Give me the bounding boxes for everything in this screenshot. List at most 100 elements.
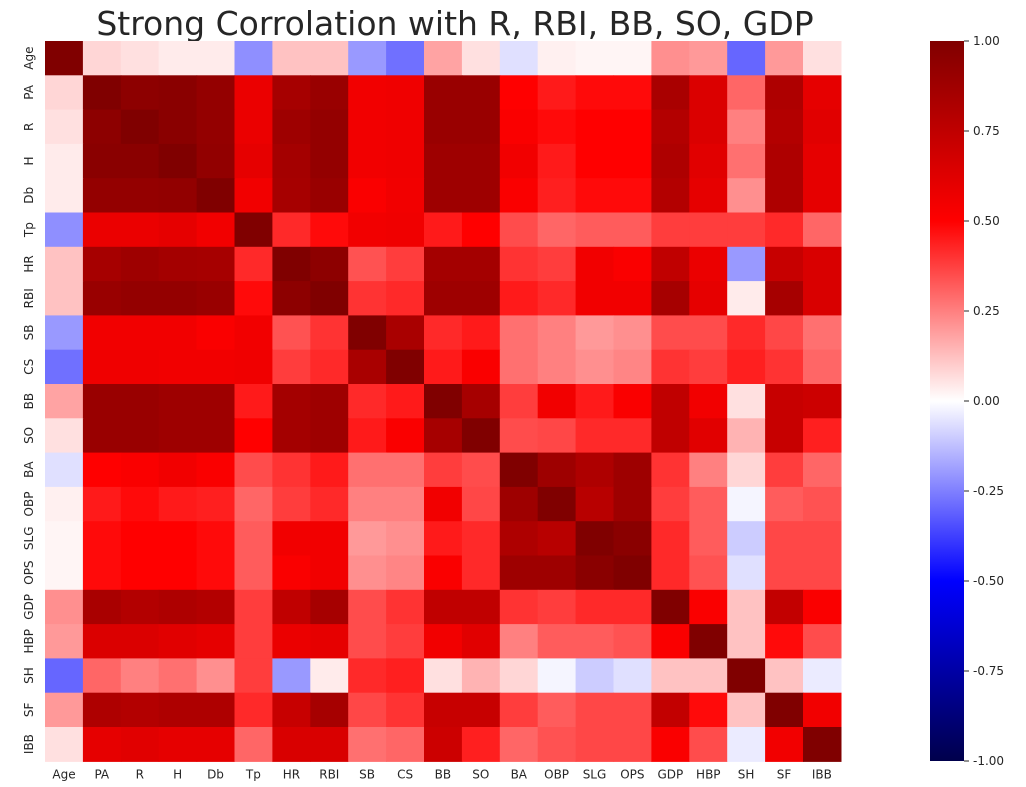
heatmap-cell-ops-ibb	[803, 555, 842, 591]
heatmap-cell-obp-rbi	[310, 486, 349, 522]
heatmap-cell-tp-cs	[386, 212, 425, 248]
heatmap-cell-cs-ba	[499, 349, 539, 385]
heatmap-cell-sf-db	[196, 692, 236, 728]
heatmap-cell-obp-db	[196, 486, 236, 522]
heatmap-cell-cs-sf	[765, 349, 804, 385]
heatmap-cell-cs-age	[45, 349, 84, 385]
heatmap-cell-tp-ibb	[803, 212, 842, 248]
heatmap-cell-hbp-bb	[424, 624, 463, 659]
heatmap-cell-slg-sf	[765, 521, 804, 557]
heatmap-cell-hbp-hbp	[689, 624, 728, 659]
x-tick-label: GDP	[658, 767, 684, 781]
y-tick-label: SLG	[22, 526, 36, 550]
heatmap-cell-hr-slg	[575, 246, 615, 282]
heatmap-cell-sf-slg	[575, 692, 615, 728]
heatmap-cell-pa-obp	[537, 75, 577, 111]
heatmap-cell-bb-rbi	[310, 384, 349, 419]
heatmap-cell-hr-ibb	[803, 246, 842, 282]
heatmap-cell-age-gdp	[651, 41, 690, 76]
heatmap-cell-sf-sh	[727, 692, 766, 728]
heatmap-cell-r-hbp	[689, 109, 728, 145]
heatmap-cell-sb-rbi	[310, 315, 349, 351]
heatmap-cell-hbp-ba	[499, 624, 539, 659]
y-tick-label: OBP	[22, 492, 36, 517]
heatmap-cell-r-db	[196, 109, 236, 145]
heatmap-cell-bb-hbp	[689, 384, 728, 419]
heatmap-cell-ibb-sb	[348, 727, 387, 762]
y-tick-label: GDP	[22, 594, 36, 620]
heatmap-cell-slg-ba	[499, 521, 539, 557]
heatmap-cell-gdp-sb	[348, 589, 387, 625]
heatmap-cell-bb-sf	[765, 384, 804, 419]
heatmap-cell-so-age	[45, 418, 84, 454]
heatmap-cell-bb-hr	[272, 384, 311, 419]
heatmap-cell-cs-rbi	[310, 349, 349, 385]
colorbar: 1.00 0.75 0.50 0.25 0.00 -0.25 -0.50 -0.75 -1.00	[930, 34, 1004, 768]
heatmap-cell-r-r	[120, 109, 160, 145]
heatmap-cell-obp-ops	[613, 486, 652, 522]
heatmap-cell-obp-sh	[727, 486, 766, 522]
x-tick-label: OPS	[620, 767, 644, 781]
heatmap-cell-h-h	[158, 143, 198, 179]
heatmap-cell-rbi-gdp	[651, 281, 690, 316]
heatmap-cell-so-hbp	[689, 418, 728, 454]
heatmap-cell-sb-gdp	[651, 315, 690, 351]
heatmap-cell-db-tp	[234, 178, 273, 214]
heatmap-cell-sb-tp	[234, 315, 273, 351]
heatmap-cell-gdp-age	[45, 589, 84, 625]
heatmap-cell-h-age	[45, 143, 84, 179]
heatmap-cell-hbp-r	[120, 624, 160, 659]
heatmap-cell-pa-sb	[348, 75, 387, 111]
heatmap-cell-gdp-so	[461, 589, 501, 625]
heatmap-cell-db-ibb	[803, 178, 842, 214]
heatmap-cell-sh-r	[120, 658, 160, 694]
heatmap-cell-hr-obp	[537, 246, 577, 282]
heatmap-cell-so-so	[461, 418, 501, 454]
heatmap-cell-sb-ops	[613, 315, 652, 351]
heatmap-cell-obp-cs	[386, 486, 425, 522]
y-tick-label: IBB	[22, 734, 36, 754]
heatmap-cell-obp-obp	[537, 486, 577, 522]
heatmap-cell-hbp-age	[45, 624, 84, 659]
heatmap-cell-bb-h	[158, 384, 198, 419]
heatmap-cell-sb-bb	[424, 315, 463, 351]
heatmap-cell-ibb-sf	[765, 727, 804, 762]
heatmap-cell-age-db	[196, 41, 236, 76]
heatmap-cell-ops-obp	[537, 555, 577, 591]
heatmap-cell-age-hbp	[689, 41, 728, 76]
heatmap-cell-sb-r	[120, 315, 160, 351]
heatmap-cell-h-gdp	[651, 143, 690, 179]
heatmap-cell-db-ba	[499, 178, 539, 214]
heatmap-cell-pa-r	[120, 75, 160, 111]
heatmap-cell-ops-slg	[575, 555, 615, 591]
heatmap-cell-bb-bb	[424, 384, 463, 419]
heatmap-cell-sf-bb	[424, 692, 463, 728]
heatmap-cell-sb-obp	[537, 315, 577, 351]
heatmap-cell-r-ba	[499, 109, 539, 145]
colorbar-tick-label: 0.25	[973, 304, 1000, 318]
heatmap-cell-so-gdp	[651, 418, 690, 454]
heatmap-cell-pa-so	[461, 75, 501, 111]
y-tick-label: SF	[22, 702, 36, 717]
colorbar-ticks: 1.00 0.75 0.50 0.25 0.00 -0.25 -0.50 -0.75 -1.00	[964, 34, 1004, 768]
x-tick-label: CS	[397, 767, 413, 781]
heatmap-cell-sh-sh	[727, 658, 766, 694]
heatmap-cell-sb-db	[196, 315, 236, 351]
heatmap-cell-rbi-h	[158, 281, 198, 316]
heatmap-cell-sh-obp	[537, 658, 577, 694]
heatmap-cell-hbp-h	[158, 624, 198, 659]
heatmap-cell-tp-sh	[727, 212, 766, 248]
heatmap-cell-slg-ibb	[803, 521, 842, 557]
heatmap-cell-hbp-cs	[386, 624, 425, 659]
heatmap-cell-obp-hr	[272, 486, 311, 522]
heatmap-cell-hbp-sh	[727, 624, 766, 659]
heatmap-cell-db-slg	[575, 178, 615, 214]
colorbar-tick-label: 0.75	[973, 124, 1000, 138]
heatmap-cell-rbi-obp	[537, 281, 577, 316]
heatmap-cell-db-pa	[82, 178, 122, 214]
heatmap-cell-pa-pa	[82, 75, 122, 111]
heatmap-cell-pa-h	[158, 75, 198, 111]
heatmap-cell-gdp-rbi	[310, 589, 349, 625]
heatmap-cell-r-so	[461, 109, 501, 145]
heatmap-cell-tp-sf	[765, 212, 804, 248]
